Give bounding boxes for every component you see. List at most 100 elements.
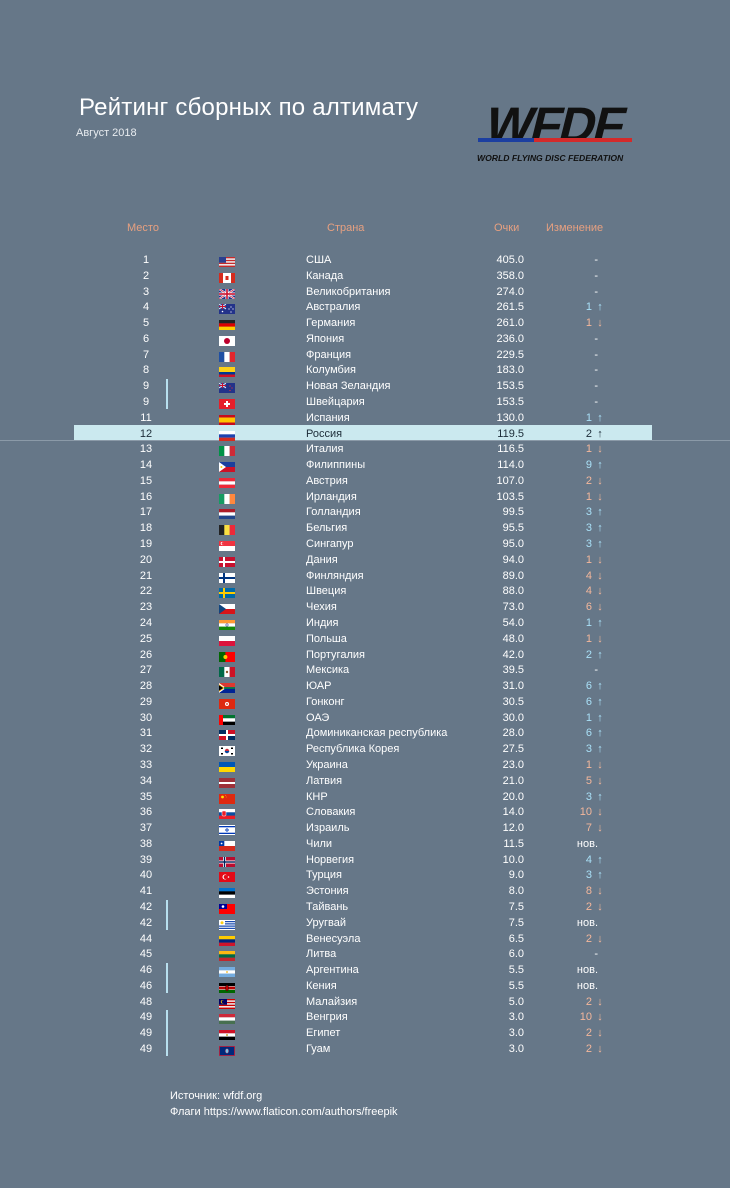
flag-icon	[219, 556, 235, 567]
country-cell: Венгрия	[306, 1011, 348, 1023]
flag-icon	[218, 288, 236, 300]
points-cell: 11.5	[503, 838, 524, 850]
arrow-up-icon: ↑	[597, 649, 603, 661]
flag-icon	[219, 698, 235, 709]
points-cell: 99.5	[502, 506, 524, 518]
country-cell: Республика Корея	[306, 743, 400, 755]
rank-cell: 12	[139, 428, 153, 440]
change-value: нов.	[576, 964, 598, 976]
change-cell: 3 ↑	[566, 536, 606, 552]
arrow-up-icon: ↑	[597, 854, 603, 866]
arrow-down-icon: ↓	[597, 822, 603, 834]
country-cell: Кения	[306, 980, 337, 992]
change-cell: 6 ↑	[566, 694, 606, 710]
points-cell: 20.0	[502, 791, 524, 803]
rank-cell: 38	[139, 838, 153, 850]
tie-indicator	[166, 900, 168, 930]
change-cell: -	[546, 362, 598, 378]
change-cell: 2 ↓	[566, 994, 606, 1010]
points-cell: 7.5	[508, 917, 524, 929]
rank-cell: 1	[142, 254, 150, 266]
table-row: 41 Эстония 8.0 8 ↓	[0, 883, 730, 899]
change-value: 2	[585, 428, 592, 440]
change-cell: 1 ↑	[566, 710, 606, 726]
change-value: 3	[585, 506, 592, 518]
rank-cell: 11	[140, 412, 152, 424]
change-value: 1	[585, 412, 592, 424]
rank-cell: 21	[139, 570, 153, 582]
table-row: 48 Малайзия 5.0 2 ↓	[0, 994, 730, 1010]
change-cell: 1 ↑	[566, 299, 606, 315]
flag-icon	[219, 430, 235, 442]
flag-icon	[219, 603, 235, 614]
change-value: 2	[585, 996, 592, 1008]
arrow-up-icon: ↑	[597, 412, 603, 424]
flag-icon	[219, 540, 235, 552]
points-cell: 39.5	[502, 664, 524, 676]
change-value: 1	[585, 554, 592, 566]
country-cell: Австрия	[306, 475, 348, 487]
change-value: 6	[585, 727, 592, 739]
change-value: 1	[585, 301, 592, 313]
points-cell: 153.5	[496, 396, 524, 408]
rank-cell: 34	[139, 775, 153, 787]
rank-cell: 17	[139, 506, 153, 518]
rank-cell: 19	[139, 538, 153, 550]
change-value: -	[594, 333, 598, 345]
change-cell: 1 ↓	[566, 631, 606, 647]
table-row: 42 Уругвай 7.5 нов.	[0, 915, 730, 931]
flag-icon	[219, 461, 235, 472]
change-cell: 6 ↑	[566, 725, 606, 741]
arrow-down-icon: ↓	[597, 885, 603, 897]
points-cell: 229.5	[496, 349, 524, 361]
country-cell: Голландия	[306, 506, 361, 518]
table-row: 34 Латвия 21.0 5 ↓	[0, 773, 730, 789]
rank-cell: 39	[139, 854, 153, 866]
table-row: 23 Чехия 73.0 6 ↓	[0, 599, 730, 615]
arrow-down-icon: ↓	[597, 806, 603, 818]
header-country: Страна	[327, 222, 365, 234]
change-cell: 3 ↑	[566, 504, 606, 520]
arrow-up-icon: ↑	[597, 538, 603, 550]
change-value: 3	[585, 743, 592, 755]
points-cell: 274.0	[496, 286, 524, 298]
change-cell: 7 ↓	[566, 820, 606, 836]
table-row-selected: 12 Россия 119.5 2 ↑	[0, 426, 730, 442]
country-cell: Россия	[306, 428, 343, 440]
table-row: 35 КНР 20.0 3 ↑	[0, 789, 730, 805]
table-row: 25 Польша 48.0 1 ↓	[0, 631, 730, 647]
rank-cell: 31	[139, 727, 153, 739]
change-value: 3	[585, 522, 592, 534]
change-cell: 2 ↑	[566, 426, 606, 442]
arrow-up-icon: ↑	[597, 680, 603, 692]
flag-icon	[219, 966, 235, 978]
flag-icon	[219, 761, 235, 773]
rank-cell: 5	[142, 317, 150, 329]
country-cell: Аргентина	[306, 964, 359, 976]
flag-icon	[219, 903, 235, 914]
country-cell: ОАЭ	[306, 712, 330, 724]
change-cell: 2 ↑	[566, 647, 606, 663]
flag-icon	[219, 1045, 235, 1056]
change-cell: 1 ↓	[566, 489, 606, 505]
rank-cell: 16	[139, 491, 153, 503]
country-cell: Гонконг	[306, 696, 345, 708]
change-cell: 1 ↓	[566, 552, 606, 568]
country-cell: Уругвай	[306, 917, 346, 929]
change-value: 1	[585, 712, 592, 724]
country-cell: Словакия	[306, 806, 356, 818]
country-cell: Канада	[306, 270, 344, 282]
arrow-up-icon: ↑	[597, 727, 603, 739]
change-cell: 2 ↓	[566, 1025, 606, 1041]
country-cell: Италия	[306, 443, 344, 455]
table-row: 8 Колумбия 183.0 -	[0, 362, 730, 378]
table-row: 7 Франция 229.5 -	[0, 347, 730, 363]
rank-cell: 20	[139, 554, 153, 566]
points-cell: 183.0	[496, 364, 524, 376]
country-cell: Сингапур	[306, 538, 354, 550]
arrow-up-icon: ↑	[597, 506, 603, 518]
points-cell: 21.0	[502, 775, 524, 787]
rank-cell: 28	[139, 680, 153, 692]
country-cell: КНР	[306, 791, 328, 803]
table-row: 3 Великобритания 274.0 -	[0, 284, 730, 300]
